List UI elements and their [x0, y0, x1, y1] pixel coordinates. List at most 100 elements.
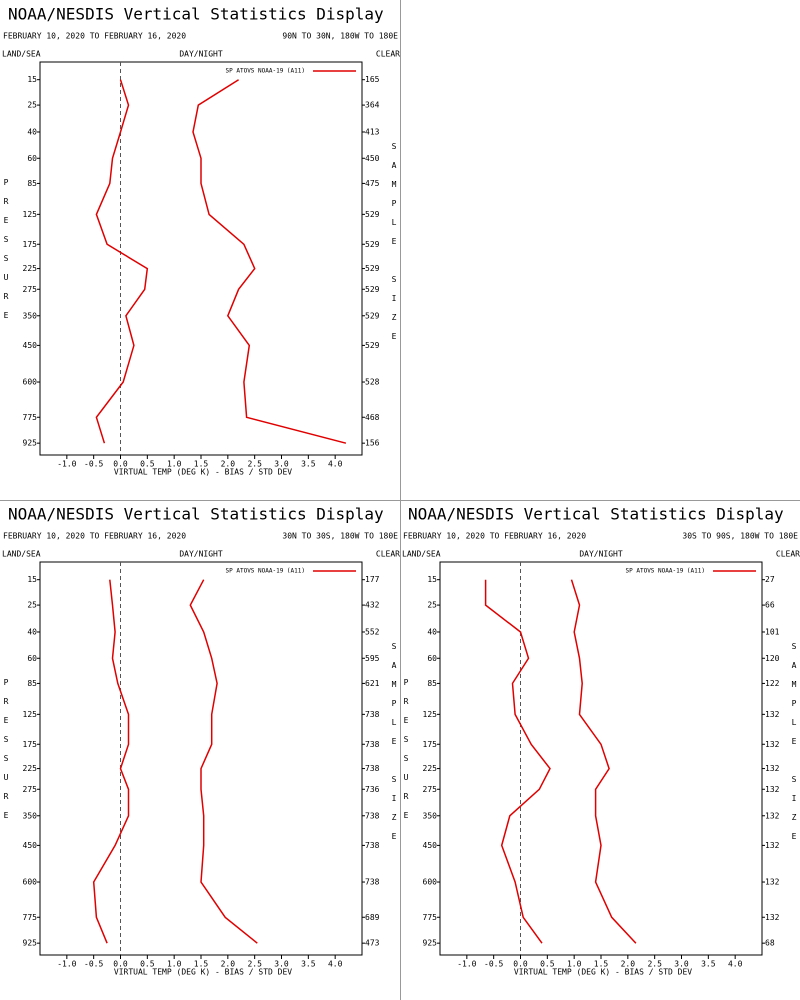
- x-tick-label: 4.0: [328, 460, 343, 469]
- profile-line: [92, 579, 130, 944]
- chart-panel: NOAA/NESDIS Vertical Statistics Display F…: [2, 5, 401, 477]
- y-tick-label: 25: [27, 601, 37, 610]
- y-tick-label: 85: [27, 679, 37, 688]
- y-tick-label: 85: [27, 179, 37, 188]
- y-tick-label: 350: [423, 811, 438, 820]
- profile-line: [570, 579, 637, 944]
- y-tick-label: 350: [23, 311, 38, 320]
- chart-title: NOAA/NESDIS Vertical Statistics Display: [8, 505, 384, 524]
- sample-size: 177: [365, 575, 380, 584]
- x-tick-label: 2.5: [247, 460, 262, 469]
- y-tick-label: 60: [27, 654, 37, 663]
- x-tick-label: 2.0: [221, 460, 236, 469]
- x-tick-label: 0.0: [513, 960, 528, 969]
- y-tick-label: 175: [423, 740, 438, 749]
- x-tick-label: -1.0: [57, 460, 76, 469]
- x-tick-label: 1.0: [167, 960, 182, 969]
- y-tick-label: 40: [27, 127, 37, 136]
- y-tick-label: 25: [427, 601, 437, 610]
- y-tick-label: 275: [23, 785, 38, 794]
- sample-size: 132: [765, 710, 780, 719]
- x-tick-label: -0.5: [84, 460, 103, 469]
- sample-size: 132: [765, 878, 780, 887]
- y-tick-label: 15: [427, 575, 437, 584]
- profile-line: [95, 79, 149, 444]
- profile-line: [484, 579, 551, 944]
- y-tick-label: 600: [23, 378, 38, 387]
- y-tick-label: 450: [23, 341, 38, 350]
- y-axis-label: PRESSURE: [2, 178, 11, 330]
- sample-size: 122: [765, 679, 780, 688]
- y-tick-label: 25: [27, 101, 37, 110]
- sample-size: 413: [365, 127, 380, 136]
- y-tick-label: 60: [427, 654, 437, 663]
- corner-label: CLEAR: [376, 550, 400, 559]
- sample-size: 529: [365, 240, 380, 249]
- corner-label: CLEAR: [776, 550, 800, 559]
- profile-line: [192, 79, 347, 444]
- period: FEBRUARY 10, 2020 TO FEBRUARY 16, 2020: [403, 532, 586, 541]
- period: FEBRUARY 10, 2020 TO FEBRUARY 16, 2020: [3, 532, 186, 541]
- x-tick-label: 3.0: [674, 960, 689, 969]
- x-axis-label: VIRTUAL TEMP (DEG K) - BIAS / STD DEV: [114, 968, 292, 977]
- profile-line: [189, 579, 258, 944]
- x-tick-label: 1.5: [194, 460, 209, 469]
- sample-size: 473: [365, 939, 380, 948]
- sample-size: 529: [365, 341, 380, 350]
- sample-size: 27: [765, 575, 775, 584]
- y-tick-label: 275: [423, 785, 438, 794]
- y-tick-label: 125: [23, 710, 38, 719]
- y-tick-label: 85: [427, 679, 437, 688]
- sample-size: 132: [765, 764, 780, 773]
- sample-size: 475: [365, 179, 380, 188]
- sample-size: 738: [365, 811, 380, 820]
- y-tick-label: 925: [23, 939, 38, 948]
- sample-size: 432: [365, 601, 380, 610]
- sample-size: 66: [765, 601, 775, 610]
- x-tick-label: 2.0: [221, 960, 236, 969]
- sample-size: 165: [365, 75, 380, 84]
- y-tick-label: 225: [23, 764, 38, 773]
- x-tick-label: 2.5: [647, 960, 662, 969]
- chart-panel: NOAA/NESDIS Vertical Statistics Display F…: [2, 505, 401, 977]
- y-tick-label: 40: [427, 627, 437, 636]
- chart-panel: NOAA/NESDIS Vertical Statistics Display F…: [402, 505, 800, 977]
- x-axis-label: VIRTUAL TEMP (DEG K) - BIAS / STD DEV: [514, 968, 692, 977]
- legend-label: SP ATOVS NOAA-19 (A11): [626, 568, 705, 575]
- region: 90N TO 30N, 180W TO 180E: [282, 32, 398, 41]
- y-tick-label: 175: [23, 240, 38, 249]
- sample-size: 689: [365, 913, 380, 922]
- sample-size: 621: [365, 679, 380, 688]
- x-tick-label: 1.5: [594, 960, 609, 969]
- x-tick-label: 2.5: [247, 960, 262, 969]
- sample-size: 738: [365, 764, 380, 773]
- y-tick-label: 775: [423, 913, 438, 922]
- corner-label: LAND/SEA: [2, 50, 41, 59]
- x-tick-label: 3.0: [274, 460, 289, 469]
- y-tick-label: 225: [23, 264, 38, 273]
- y-tick-label: 775: [23, 413, 38, 422]
- x-tick-label: 0.0: [113, 460, 128, 469]
- legend-label: SP ATOVS NOAA-19 (A11): [226, 68, 305, 75]
- sample-size: 738: [365, 841, 380, 850]
- sample-size: 132: [765, 811, 780, 820]
- x-tick-label: 4.0: [328, 960, 343, 969]
- sample-size: 529: [365, 285, 380, 294]
- y-tick-label: 40: [27, 627, 37, 636]
- y-tick-label: 350: [23, 811, 38, 820]
- corner-label: CLEAR: [376, 50, 400, 59]
- legend-label: SP ATOVS NOAA-19 (A11): [226, 568, 305, 575]
- x-tick-label: 3.0: [274, 960, 289, 969]
- x-tick-label: 1.5: [194, 960, 209, 969]
- y-tick-label: 15: [27, 75, 37, 84]
- y2-axis-label: SAMPLE SIZE: [390, 142, 399, 351]
- x-tick-label: 1.0: [567, 960, 582, 969]
- x-tick-label: -1.0: [457, 960, 476, 969]
- sample-size: 738: [365, 878, 380, 887]
- period: FEBRUARY 10, 2020 TO FEBRUARY 16, 2020: [3, 32, 186, 41]
- x-tick-label: 4.0: [728, 960, 743, 969]
- x-tick-label: 3.5: [301, 460, 316, 469]
- y-tick-label: 15: [27, 575, 37, 584]
- chart-title: NOAA/NESDIS Vertical Statistics Display: [8, 5, 384, 24]
- y-tick-label: 925: [23, 439, 38, 448]
